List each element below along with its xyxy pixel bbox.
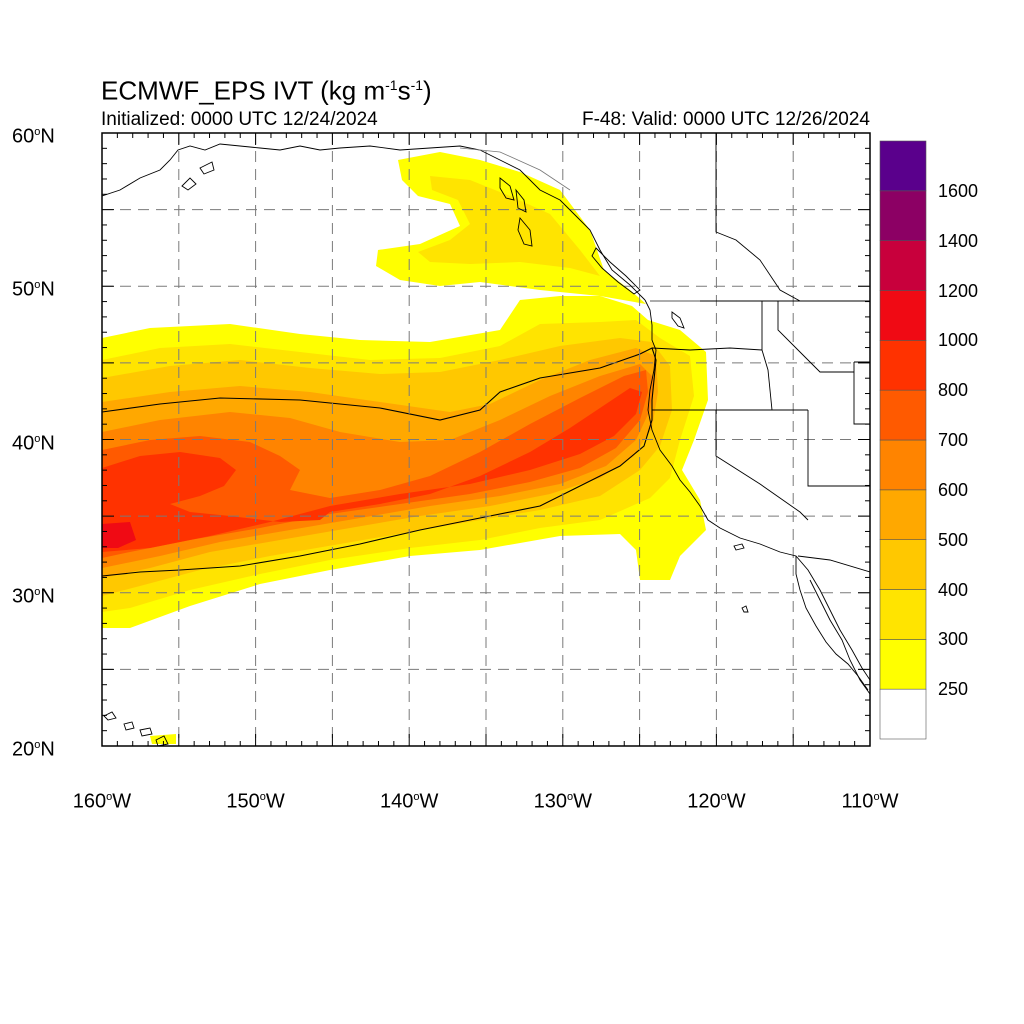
longitude-label: 150oW <box>226 790 285 813</box>
longitude-label: 160oW <box>72 790 132 813</box>
valid-time-label: F-48: Valid: 0000 UTC 12/26/2024 <box>582 109 870 130</box>
colorbar-label: 250 <box>938 679 969 700</box>
colorbar-label: 1200 <box>938 280 979 301</box>
ivt-contour-800 <box>102 388 642 552</box>
colorbar-swatch <box>879 190 927 241</box>
colorbar-label: 700 <box>938 430 969 450</box>
colorbar-label: 500 <box>938 529 969 550</box>
lat-lon-grid <box>102 133 870 746</box>
colorbar-swatch <box>879 290 927 341</box>
colorbar-swatch <box>879 140 927 192</box>
axis-ticks <box>101 132 871 747</box>
ivt-contour-300-north <box>418 176 600 276</box>
colorbar-swatch <box>879 340 927 391</box>
gulf-of-california-coast <box>809 579 870 695</box>
ivt-contour-1000 <box>102 522 136 548</box>
idaho-border <box>761 301 773 411</box>
montana-border <box>777 301 854 373</box>
alaska-coast <box>102 143 646 301</box>
colorbar-label: 1600 <box>938 180 979 201</box>
puget-sound <box>671 311 685 329</box>
longitude-label: 110oW <box>841 790 899 813</box>
colorbar-label: 300 <box>938 629 969 650</box>
ivt-shading <box>102 152 708 744</box>
haida-gwaii <box>517 216 533 247</box>
us-mexico-border <box>797 555 870 573</box>
title-text: ECMWF_EPS IVT (kg m <box>101 75 386 106</box>
bc-interior-line <box>459 147 571 191</box>
wa-or-border <box>651 347 763 351</box>
colorbar-swatch <box>879 240 927 291</box>
colorbar-swatch <box>879 639 927 690</box>
title-exponent-1: -1 <box>385 77 398 93</box>
alaska-canada-border <box>715 133 801 302</box>
detail-lines <box>459 147 700 302</box>
colorbar-label: 400 <box>938 579 969 600</box>
alaska-panhandle-islands <box>499 177 527 213</box>
pacific-nw-coast <box>644 299 870 681</box>
longitude-label: 140oW <box>379 790 439 813</box>
colorbar-swatch <box>879 688 927 740</box>
colorbar-label: 1400 <box>938 230 979 251</box>
alaska-south-islands <box>181 161 215 191</box>
map-title: ECMWF_EPS IVT (kg m-1s-1) <box>101 70 432 106</box>
colorbar-swatch <box>879 589 927 640</box>
latitude-label: 50oN <box>12 278 55 301</box>
vancouver-island <box>591 247 641 295</box>
longitude-label: 130oW <box>533 790 592 813</box>
title-text-end: ) <box>423 75 432 106</box>
nv-ut-border <box>807 410 870 487</box>
ivt-contour-outline <box>102 347 657 577</box>
baja-peninsula <box>795 556 869 691</box>
latitude-label: 60oN <box>12 125 55 148</box>
colorbar-swatch <box>879 489 927 540</box>
ut-wy-border <box>853 361 870 425</box>
title-text-mid: s <box>397 75 411 106</box>
colorbar-swatch <box>879 439 927 491</box>
initialized-label: Initialized: 0000 UTC 12/24/2024 <box>101 109 378 130</box>
channel-islands <box>733 543 749 613</box>
hawaii-islands <box>103 711 169 746</box>
colorbar-label: 1000 <box>938 330 979 351</box>
colorbar-label: 600 <box>938 479 969 500</box>
colorbar-label: 800 <box>938 380 969 401</box>
title-exponent-2: -1 <box>410 77 424 93</box>
latitude-label: 40oN <box>12 432 55 455</box>
colorbar-swatch <box>879 539 927 590</box>
ivt-contour-700 <box>102 370 648 558</box>
ca-nv-border <box>715 410 809 521</box>
longitude-label: 120oW <box>687 790 746 813</box>
colorbar <box>879 140 927 740</box>
latitude-label: 30oN <box>12 585 55 608</box>
colorbar-swatch <box>879 389 927 441</box>
latitude-label: 20oN <box>12 738 55 761</box>
coastlines <box>102 143 870 746</box>
